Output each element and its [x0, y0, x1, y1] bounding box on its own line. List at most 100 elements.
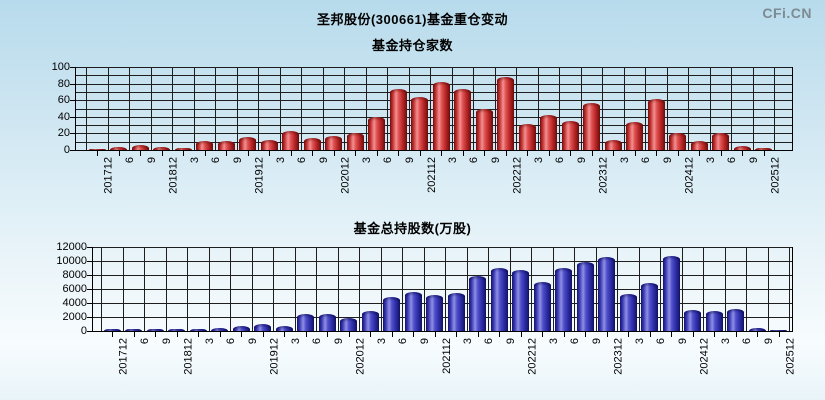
x-gridline	[430, 67, 432, 150]
bar	[217, 140, 235, 150]
bar	[340, 318, 357, 331]
y-tick	[70, 83, 75, 85]
fund-total-shares-chart: 201712 6 9 201812 3 6 9 201912 3 6 9 202012 3 6 9 20211…	[56, 242, 796, 375]
bar	[454, 88, 471, 150]
bar	[432, 81, 450, 150]
bar	[447, 292, 465, 331]
x-tick	[133, 332, 135, 337]
x-tick	[634, 151, 636, 156]
x-gridline	[165, 247, 167, 331]
x-tick-label: 202012	[354, 338, 367, 375]
x-gridline	[617, 247, 619, 331]
x-tick	[204, 151, 206, 156]
x-tick	[155, 332, 156, 337]
x-tick	[262, 332, 264, 337]
x-gridline	[466, 247, 468, 331]
bar	[232, 326, 250, 331]
x-tick	[398, 151, 399, 156]
bar	[196, 140, 213, 150]
x-gridline	[273, 247, 275, 331]
x-gridline	[365, 67, 367, 150]
x-tick-label: 9	[662, 157, 674, 164]
x-tick-label: 3	[290, 338, 302, 345]
bar	[626, 121, 643, 150]
x-tick	[778, 332, 780, 337]
y-tick-label: 40	[57, 110, 70, 123]
bar	[490, 268, 508, 331]
x-gridline	[559, 67, 561, 150]
x-gridline	[187, 247, 189, 331]
bar	[705, 311, 723, 331]
x-gridline	[767, 247, 769, 331]
x-tick-label: 3	[189, 157, 201, 164]
x-tick-label: 6	[569, 338, 582, 345]
x-gridline	[172, 67, 174, 150]
x-tick	[327, 332, 328, 337]
x-gridline	[709, 67, 711, 150]
x-tick	[563, 332, 565, 337]
x-tick	[527, 151, 528, 156]
x-tick-label: 201912	[268, 338, 281, 375]
bar	[770, 329, 787, 331]
x-tick-label: 6	[397, 338, 410, 345]
bar	[383, 297, 400, 331]
x-tick	[176, 332, 178, 337]
x-tick-label: 3	[619, 157, 631, 164]
x-tick	[520, 332, 522, 337]
x-gridline	[380, 247, 382, 331]
bar	[239, 136, 256, 150]
bar	[174, 147, 192, 150]
x-tick-label: 9	[404, 157, 416, 164]
x-tick-label: 9	[247, 338, 259, 345]
x-tick	[591, 151, 593, 156]
bar	[647, 99, 665, 150]
bar	[125, 329, 142, 331]
x-tick	[628, 332, 629, 337]
y-tick-label: 4000	[62, 297, 87, 309]
x-gridline	[724, 247, 726, 331]
x-gridline	[752, 67, 754, 150]
x-tick-label: 201912	[253, 157, 266, 194]
x-tick	[462, 151, 464, 156]
x-tick-label: 9	[505, 338, 517, 345]
x-gridline	[86, 67, 88, 150]
x-gridline	[681, 247, 683, 331]
y-tick-label: 6000	[62, 283, 87, 295]
x-tick	[419, 151, 421, 156]
x-gridline	[703, 247, 705, 331]
y-gridline	[93, 247, 792, 248]
x-tick	[183, 151, 184, 156]
x-tick	[742, 151, 743, 156]
y-tick-label: 80	[57, 77, 70, 90]
x-tick	[613, 151, 614, 156]
x-gridline	[402, 247, 404, 331]
x-tick-label: 3	[634, 338, 646, 345]
x-tick-label: 202312	[612, 338, 625, 375]
x-tick-label: 9	[232, 157, 244, 164]
x-tick	[656, 151, 657, 156]
x-tick	[348, 332, 350, 337]
y-tick	[87, 303, 92, 304]
bar	[748, 327, 766, 331]
x-tick	[391, 332, 393, 337]
x-gridline	[660, 247, 662, 331]
x-tick-label: 9	[333, 338, 345, 345]
bar	[297, 314, 314, 331]
x-tick-label: 202512	[769, 157, 782, 194]
x-gridline	[595, 247, 597, 331]
x-tick	[671, 332, 672, 337]
y-tick	[87, 289, 92, 290]
x-tick-label: 6	[124, 157, 137, 164]
x-tick	[649, 332, 651, 337]
y-tick-label: 8000	[62, 269, 87, 281]
y-tick	[87, 331, 92, 332]
x-tick	[484, 151, 485, 156]
x-tick-label: 202512	[784, 338, 797, 375]
x-tick	[226, 151, 227, 156]
fund-total-shares-title: 基金总持股数(万股)	[353, 221, 472, 236]
x-gridline	[359, 247, 361, 331]
y-tick-label: 20	[57, 127, 70, 140]
x-tick-label: 202212	[526, 338, 539, 375]
x-tick-label: 6	[483, 338, 496, 345]
